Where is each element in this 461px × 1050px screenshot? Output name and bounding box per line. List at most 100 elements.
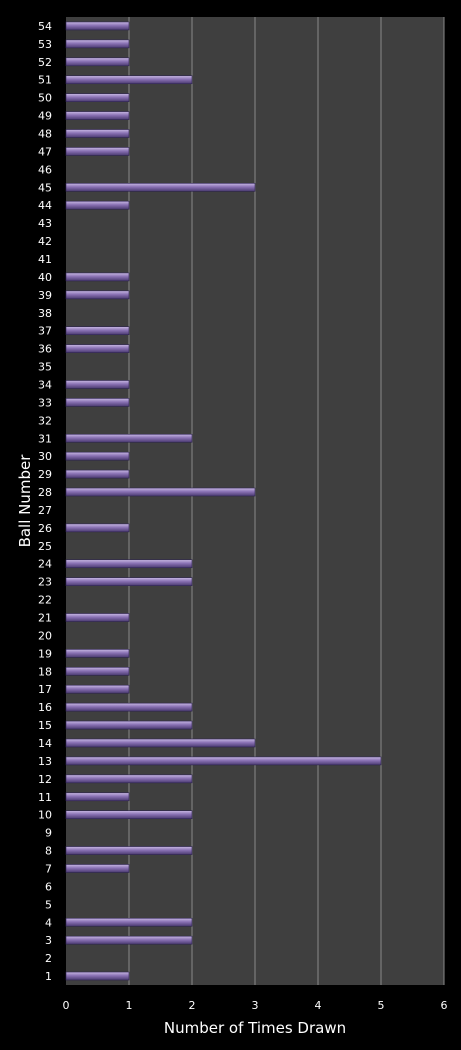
x-tick-label: 1 [126,999,133,1012]
y-tick-label: 24 [38,558,52,571]
bar [65,75,193,85]
y-tick-labels: 1234567891011121314151617181920212223242… [38,20,52,983]
y-tick-label: 9 [45,827,52,840]
y-tick-label: 15 [38,719,52,732]
y-tick-label: 18 [38,665,52,678]
bar [65,182,256,192]
y-tick-label: 50 [38,92,52,105]
y-tick-label: 28 [38,486,52,499]
bar [65,111,130,120]
y-tick-label: 39 [38,289,52,302]
x-tick-label: 2 [189,999,196,1012]
y-tick-label: 16 [38,701,52,714]
y-tick-label: 54 [38,20,52,33]
bar [65,756,382,766]
y-tick-label: 32 [38,414,52,427]
y-axis-title: Ball Number [16,454,34,548]
y-tick-label: 6 [45,880,52,893]
y-tick-label: 19 [38,647,52,660]
y-tick-label: 22 [38,594,52,607]
bar [65,451,130,461]
bar [65,200,130,210]
bar [65,380,130,389]
x-tick-label: 4 [315,999,322,1012]
bar [65,971,130,981]
bar [65,129,130,138]
bar [65,846,193,855]
bar [65,344,130,353]
y-tick-label: 36 [38,343,52,356]
bar [65,684,130,694]
bar [65,720,193,730]
x-axis-title: Number of Times Drawn [164,1019,346,1037]
bar [65,917,193,927]
y-tick-label: 27 [38,504,52,517]
bar [65,738,256,748]
y-tick-label: 14 [38,737,52,750]
y-tick-label: 51 [38,74,52,87]
y-tick-label: 2 [45,952,52,965]
bar [65,57,130,67]
y-tick-label: 37 [38,325,52,338]
bar [65,39,130,49]
bar [65,649,130,658]
bar [65,523,130,533]
y-tick-label: 20 [38,629,52,642]
bar [65,487,256,497]
gridlines [128,17,445,985]
x-tick-label: 6 [441,999,448,1012]
x-tick-label: 5 [378,999,385,1012]
y-tick-label: 17 [38,683,52,696]
bar [65,272,130,282]
bar [65,792,130,802]
y-tick-label: 47 [38,145,52,158]
bar [65,810,193,820]
y-tick-label: 1 [45,970,52,983]
x-tick-label: 3 [252,999,259,1012]
y-tick-label: 43 [38,217,52,230]
y-tick-label: 40 [38,271,52,284]
y-tick-label: 29 [38,468,52,481]
bar [65,935,193,945]
y-tick-label: 10 [38,809,52,822]
y-tick-label: 52 [38,56,52,69]
y-tick-label: 26 [38,522,52,535]
y-tick-label: 3 [45,934,52,947]
bar [65,21,130,31]
y-tick-label: 23 [38,576,52,589]
y-tick-label: 41 [38,253,52,266]
bar [65,613,130,622]
y-tick-label: 5 [45,898,52,911]
bar [65,147,130,156]
y-tick-label: 46 [38,163,52,176]
y-tick-label: 8 [45,845,52,858]
y-tick-label: 30 [38,450,52,463]
bar [65,774,193,784]
bar [65,702,193,712]
bar [65,93,130,102]
y-tick-label: 42 [38,235,52,248]
bar [65,326,130,336]
y-tick-label: 48 [38,128,52,141]
y-tick-label: 4 [45,916,52,929]
y-tick-label: 45 [38,181,52,194]
y-tick-label: 11 [38,791,52,804]
y-tick-label: 38 [38,307,52,320]
bar [65,290,130,300]
x-tick-label: 0 [63,999,70,1012]
bar [65,469,130,479]
y-tick-label: 34 [38,378,52,391]
y-tick-label: 21 [38,612,52,625]
bar [65,864,130,873]
bar [65,559,193,569]
bar [65,398,130,407]
y-tick-label: 33 [38,396,52,409]
y-tick-label: 44 [38,199,52,212]
y-tick-label: 53 [38,38,52,51]
y-tick-label: 49 [38,110,52,123]
bar [65,666,130,676]
bar [65,433,193,443]
y-tick-label: 31 [38,432,52,445]
y-tick-label: 7 [45,862,52,875]
